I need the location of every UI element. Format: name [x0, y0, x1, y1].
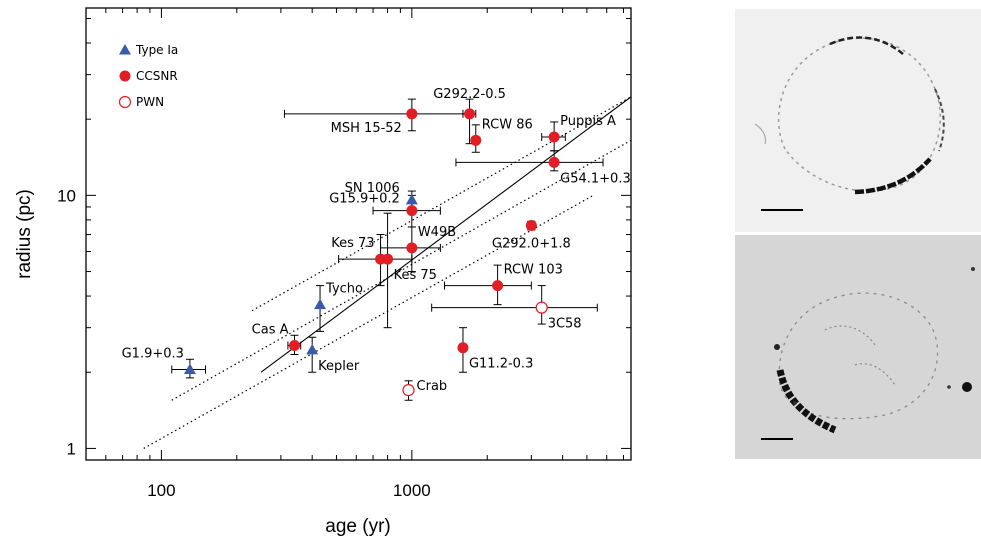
tick-labels: 100 1000 1 10: [57, 186, 431, 500]
dotted-lines: [143, 96, 632, 449]
marker-g1-9-0-3: [183, 363, 196, 375]
marker-g54-1-0-3: [548, 156, 560, 168]
label-kes-75: Kes 75: [394, 268, 437, 283]
faint-shell: [778, 292, 939, 420]
label-msh-15-52: MSH 15-52: [331, 121, 402, 136]
point-source-5: [793, 401, 797, 405]
label-puppis-a: Puppis A: [560, 114, 616, 129]
label-g11-2-0-3: G11.2-0.3: [469, 357, 533, 372]
scale-bar: [761, 209, 803, 211]
label-kes-73: Kes 73: [331, 236, 374, 251]
label-rcw-86: RCW 86: [482, 117, 533, 132]
label-g292-2-0-5: G292.2-0.5: [433, 87, 506, 102]
marker-kepler: [306, 343, 319, 355]
y-tick-label: 10: [57, 186, 76, 205]
label-3c58: 3C58: [548, 317, 582, 332]
shell-rim-bright-south: [854, 157, 932, 195]
marker-kes-75: [382, 253, 394, 265]
point-source-3: [971, 267, 975, 271]
label-rcw-103: RCW 103: [504, 263, 563, 278]
marker-w49b: [406, 242, 418, 254]
bright-rim-southwest: [776, 369, 837, 434]
marker-g15-9-0-2: [406, 205, 418, 217]
legend-marker-0: [119, 44, 131, 55]
marker-cas-a: [289, 340, 301, 352]
label-kepler: Kepler: [318, 359, 360, 374]
label-g15-9-0-2: G15.9+0.2: [329, 192, 400, 207]
scale-bar: [761, 438, 793, 440]
point-source-4: [947, 385, 951, 389]
legend-label-0: Type Ia: [135, 43, 178, 57]
legend: Type Ia CCSNR PWN: [118, 43, 178, 109]
marker-msh-15-52: [406, 108, 418, 120]
legend-label-2: PWN: [136, 95, 164, 109]
point-source-2: [774, 344, 780, 350]
label-g1-9-0-3: G1.9+0.3: [122, 347, 184, 362]
inner-filaments: [824, 325, 896, 386]
y-tick-label: 1: [67, 439, 76, 458]
dotted-line-3: [143, 194, 594, 449]
marker-g292-0-1-8: [525, 220, 537, 232]
marker-g11-2-0-3: [457, 342, 469, 354]
label-tycho: Tycho: [325, 282, 363, 297]
remnant-image-top: [735, 9, 981, 232]
remnant-shell-picture: [754, 36, 945, 211]
label-cas-a: Cas A: [252, 323, 289, 338]
marker-sn-1006: [405, 193, 418, 205]
label-w49b: W49B: [418, 225, 456, 240]
legend-marker-1: [119, 70, 131, 82]
marker-rcw-86: [470, 134, 482, 146]
fit-line: [260, 96, 632, 373]
marker-g292-2-0-5: [464, 108, 476, 120]
shell-rim-bright-north: [829, 36, 904, 55]
solid-line-0: [260, 96, 632, 373]
data-markers: [183, 108, 560, 397]
remnant-faint-picture: [761, 267, 975, 440]
label-sn-1006: SN 1006: [345, 181, 400, 196]
scatter-plot: G1.9+0.3 Kepler Tycho SN 1006 Cas A Kes 73 Kes…: [14, 7, 632, 537]
legend-marker-2: [118, 95, 132, 109]
label-g292-0-1-8: G292.0+1.8: [492, 237, 571, 252]
y-axis-label: radius (pc): [14, 189, 35, 279]
label-crab: Crab: [417, 379, 448, 394]
marker-tycho: [314, 298, 327, 310]
axis-ticks: [85, 8, 631, 461]
x-tick-label: 1000: [393, 481, 431, 500]
marker-crab: [402, 384, 415, 397]
shell-rim-east: [934, 88, 945, 152]
dotted-line-2: [251, 96, 632, 312]
point-source-1: [962, 382, 972, 392]
marker-rcw-103: [492, 280, 504, 292]
marker-puppis-a: [548, 131, 560, 143]
x-axis-label: age (yr): [325, 516, 390, 537]
label-g54-1-0-3: G54.1+0.3: [560, 171, 631, 186]
marker-3c58: [535, 301, 548, 314]
shell-rim: [777, 37, 942, 192]
plot-frame: [85, 7, 632, 461]
legend-label-1: CCSNR: [136, 69, 178, 83]
point-labels: G1.9+0.3 Kepler Tycho SN 1006 Cas A Kes 73 Kes…: [122, 87, 631, 394]
faint-filament: [754, 123, 767, 145]
remnant-image-bottom: [735, 235, 981, 459]
x-tick-label: 100: [147, 481, 175, 500]
